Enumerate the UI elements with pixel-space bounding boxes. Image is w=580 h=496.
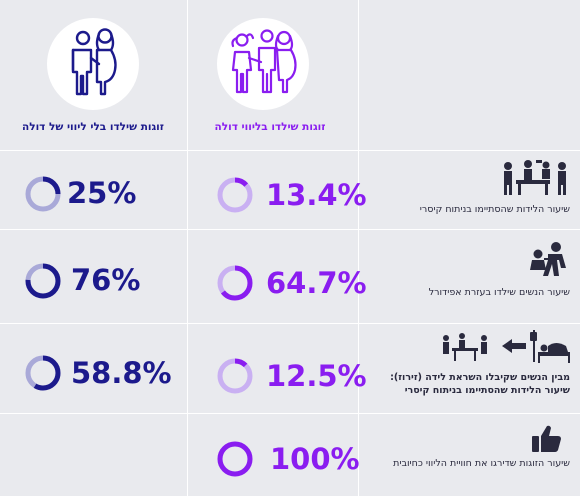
row-divider: [0, 150, 580, 151]
induction-to-surgery-icon: [440, 328, 572, 370]
donut-without-doula-epidural: [25, 263, 61, 299]
row-label-positive-experience: שיעור הזוגות שדירגו את חוויית הליווי כחי…: [393, 458, 570, 469]
row-divider: [0, 413, 580, 414]
value-with-doula-epidural: 64.7%: [266, 266, 367, 300]
donut-without-doula-induction: [25, 355, 61, 391]
donut-fill: [217, 177, 253, 213]
donut-fill: [217, 441, 253, 477]
epidural-icon: [528, 240, 568, 282]
donut-with-doula-cesarean: [217, 177, 253, 213]
column-header-with-doula: זוגות שילדו בליווי דולה: [214, 121, 326, 133]
couple-with-doula-icon: [217, 18, 309, 110]
value-without-doula-induction: 58.8%: [71, 356, 172, 390]
column-divider: [187, 0, 188, 496]
row-label-induction-line-2: שיעור הלידות שהסתיימו בניתוח קיסרי: [404, 385, 570, 396]
column-divider: [358, 0, 359, 496]
donut-fill: [217, 358, 253, 394]
column-header-without-doula: זוגות שילדו בלי ליווי של דולה: [22, 121, 164, 133]
row-divider: [0, 323, 580, 324]
donut-fill: [25, 355, 61, 391]
donut-with-doula-positive: [217, 441, 253, 477]
value-with-doula-positive: 100%: [270, 442, 360, 476]
donut-without-doula-cesarean: [25, 176, 61, 212]
row-label-cesarean: שיעור הלידות שהסתיימו בניתוח קיסרי: [419, 204, 570, 215]
value-with-doula-cesarean: 13.4%: [266, 178, 367, 212]
donut-fill: [25, 176, 61, 212]
donut-fill: [217, 265, 253, 301]
donut-fill: [25, 263, 61, 299]
couple-icon: [47, 18, 139, 110]
value-with-doula-induction: 12.5%: [266, 359, 367, 393]
value-without-doula-epidural: 76%: [71, 263, 141, 297]
row-label-epidural: שיעור הנשים שילדו בעזרת אפידורל: [428, 287, 570, 298]
surgery-team-icon: [500, 158, 570, 202]
donut-with-doula-induction: [217, 358, 253, 394]
row-label-induction-line-1: מבין הנשים שקיבלו השראת לידה (זירוז):: [390, 372, 570, 383]
donut-with-doula-epidural: [217, 265, 253, 301]
value-without-doula-cesarean: 25%: [67, 176, 137, 210]
row-divider: [0, 229, 580, 230]
thumbs-up-icon: [530, 424, 562, 458]
